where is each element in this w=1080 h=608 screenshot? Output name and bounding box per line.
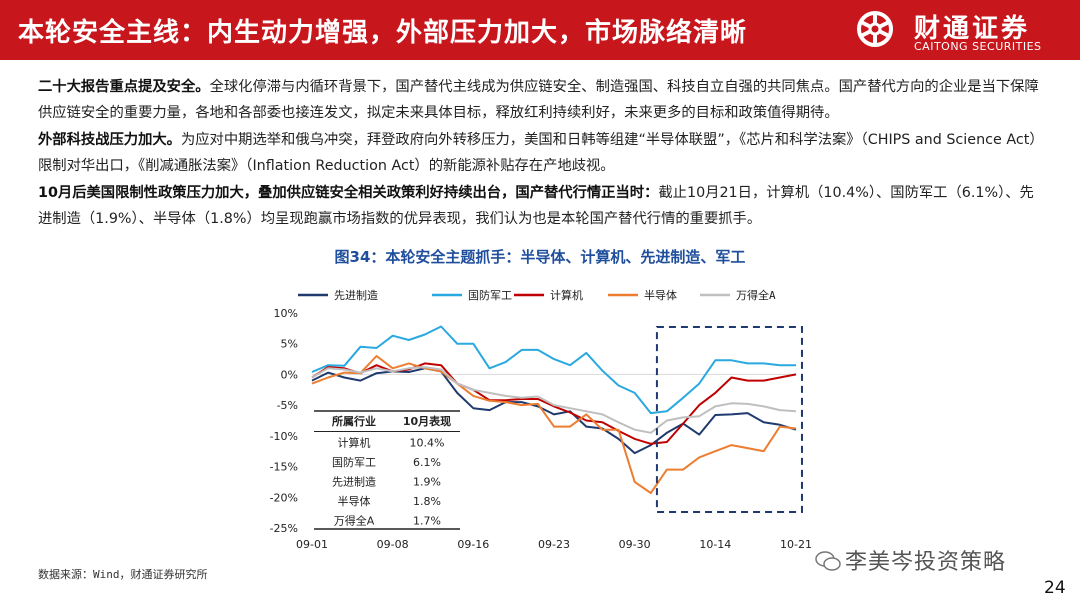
paragraph-1-text: 全球化停滞与内循环背景下，国产替代主线成为供应链安全、制造强国、科技自立自强的共…: [38, 79, 1039, 122]
line-chart: 先进制造 国防军工 计算机 半导体 万得全A 10%5%0%-5%-10%-15%-20…: [270, 288, 812, 551]
legend-label: 万得全A: [736, 288, 776, 302]
series-line: [311, 366, 797, 434]
paragraph-2-heading: 外部科技战压力加大。: [38, 131, 181, 148]
series-line: [311, 355, 797, 494]
x-tick-label: 10-21: [780, 538, 812, 551]
header-bar: 本轮安全主线：内生动力增强，外部压力加大，市场脉络清晰 财通证券 CAITONG…: [0, 0, 1080, 60]
brand-name-cn: 财通证券: [914, 14, 1031, 44]
figure-title: 图34：本轮安全主题抓手：半导体、计算机、先进制造、军工: [334, 248, 746, 266]
caitong-logo-icon: [857, 11, 893, 47]
x-tick-label: 09-30: [619, 538, 651, 551]
legend-label: 先进制造: [334, 288, 378, 302]
x-tick-label: 09-01: [296, 538, 328, 551]
legend-label: 半导体: [644, 288, 677, 302]
table-cell: 1.9%: [413, 476, 441, 489]
paragraph-3: 10月后美国限制性政策压力加大，叠加供应链安全相关政策利好持续出台，国产替代行情…: [38, 180, 1048, 233]
y-axis: 10% 5% 0% -5% -10% -15% -20% -25%: [270, 307, 298, 535]
x-tick-label: 09-08: [377, 538, 409, 551]
table-cell: 1.8%: [413, 495, 441, 508]
table-cell: 10.4%: [410, 437, 445, 450]
brand-logo: 财通证券 CAITONG SECURITIES: [852, 6, 1062, 56]
table-cell: 万得全A: [334, 514, 375, 528]
table-background: [314, 410, 460, 527]
paragraph-3-heading: 10月后美国限制性政策压力加大，叠加供应链安全相关政策利好持续出台，国产替代行情…: [38, 184, 659, 201]
body-text: 二十大报告重点提及安全。全球化停滞与内循环背景下，国产替代主线成为供应链安全、制…: [38, 74, 1048, 232]
y-tick-label: -15%: [270, 461, 298, 474]
x-tick-label: 09-16: [457, 538, 489, 551]
x-axis: 09-01 09-08 09-16 09-23 09-30 10-14 10-21: [296, 373, 812, 551]
y-tick-label: -20%: [270, 491, 298, 504]
data-source: 数据来源：Wind，财通证券研究所: [38, 568, 208, 581]
series-line: [311, 325, 796, 415]
page-number: 24: [1044, 578, 1066, 598]
chart-legend: 先进制造 国防军工 计算机 半导体 万得全A: [298, 288, 776, 302]
paragraph-3-text: 截止10月21日，计算机（10.4%）、国防军工（6.1%）、先进制造（1.9%…: [38, 184, 1034, 228]
paragraph-2-text: 为应对中期选举和俄乌冲突，拜登政府向外转移压力，美国和日韩等组建“半导体联盟”，…: [38, 131, 1044, 175]
x-tick-label: 09-23: [538, 538, 570, 551]
page-title: 本轮安全主线：内生动力增强，外部压力加大，市场脉络清晰: [18, 18, 748, 48]
table-cell: 半导体: [338, 494, 371, 508]
table-header-cell: 所属行业: [332, 414, 376, 428]
watermark: 李美岑投资策略: [815, 544, 1006, 578]
highlight-box: [655, 326, 803, 513]
table-cell: 1.7%: [413, 515, 441, 528]
y-tick-label: 10%: [274, 307, 298, 320]
paragraph-1: 二十大报告重点提及安全。全球化停滞与内循环背景下，国产替代主线成为供应链安全、制…: [38, 74, 1048, 127]
brand-name-en: CAITONG SECURITIES: [914, 40, 1042, 53]
table-cell: 国防军工: [332, 455, 376, 469]
table-cell: 6.1%: [413, 456, 441, 469]
paragraph-2: 外部科技战压力加大。为应对中期选举和俄乌冲突，拜登政府向外转移压力，美国和日韩等…: [38, 127, 1048, 180]
legend-label: 国防军工: [468, 288, 512, 302]
table-cell: 计算机: [338, 436, 371, 450]
paragraph-1-heading: 二十大报告重点提及安全。: [38, 79, 210, 95]
y-tick-label: 0%: [281, 368, 298, 381]
x-tick-label: 10-14: [699, 538, 731, 551]
watermark-text: 李美岑投资策略: [845, 550, 1007, 575]
y-tick-label: 5%: [281, 338, 298, 351]
y-tick-label: -25%: [270, 522, 298, 535]
table-cell: 先进制造: [332, 475, 376, 489]
wechat-icon: [815, 550, 841, 578]
y-tick-label: -5%: [277, 399, 298, 412]
legend-label: 计算机: [550, 288, 583, 302]
table-header-cell: 10月表现: [403, 414, 451, 428]
y-tick-label: -10%: [270, 430, 298, 443]
series-lines: [311, 325, 797, 494]
